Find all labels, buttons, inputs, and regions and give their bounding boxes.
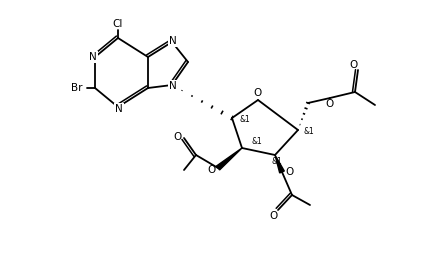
Text: &1: &1 [271,157,282,166]
Text: O: O [208,165,216,175]
Text: &1: &1 [252,137,263,146]
Polygon shape [216,148,242,170]
Text: O: O [285,167,293,177]
Text: Cl: Cl [113,19,123,29]
Text: &1: &1 [303,127,314,136]
Text: O: O [349,60,357,70]
Text: O: O [269,211,277,221]
Text: N: N [169,81,177,91]
Text: N: N [169,36,177,46]
Polygon shape [275,155,284,173]
Text: O: O [326,99,334,109]
Text: N: N [89,52,97,62]
Text: Br: Br [71,83,83,93]
Text: &1: &1 [240,115,251,124]
Text: N: N [115,104,123,114]
Text: O: O [254,88,262,98]
Text: O: O [174,132,182,142]
